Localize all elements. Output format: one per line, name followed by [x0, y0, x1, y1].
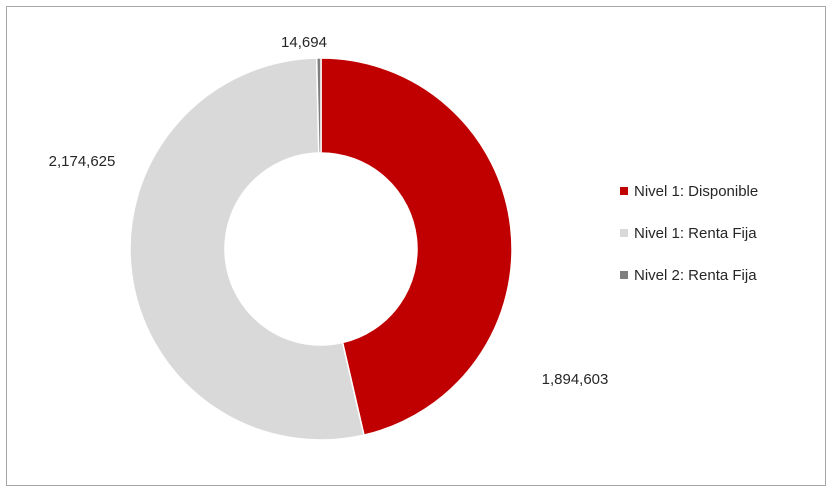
- legend-label-nivel-1-renta-fija: Nivel 1: Renta Fija: [634, 224, 757, 242]
- legend-item-nivel-1-renta-fija: Nivel 1: Renta Fija: [620, 224, 758, 242]
- donut-slices: [129, 57, 513, 441]
- legend-label-nivel-2-renta-fija: Nivel 2: Renta Fija: [634, 266, 757, 284]
- legend: Nivel 1: Disponible Nivel 1: Renta Fija …: [620, 182, 758, 308]
- legend-swatch-nivel-1-renta-fija: [620, 229, 628, 237]
- legend-item-nivel-2-renta-fija: Nivel 2: Renta Fija: [620, 266, 758, 284]
- data-label-nivel-1-disponible: 1,894,603: [542, 371, 609, 388]
- legend-label-nivel-1-disponible: Nivel 1: Disponible: [634, 182, 759, 200]
- data-labels: 1,894,603 2,174,625 14,694: [49, 34, 609, 388]
- slice-nivel-2-renta-fija: [315, 57, 322, 154]
- legend-swatch-nivel-1-disponible: [620, 187, 628, 195]
- slice-nivel-1-disponible: [320, 57, 513, 437]
- legend-swatch-nivel-2-renta-fija: [620, 271, 628, 279]
- legend-item-nivel-1-disponible: Nivel 1: Disponible: [620, 182, 758, 200]
- data-label-nivel-2-renta-fija: 14,694: [281, 34, 327, 51]
- data-label-nivel-1-renta-fija: 2,174,625: [49, 153, 116, 170]
- slice-nivel-1-renta-fija: [129, 57, 365, 441]
